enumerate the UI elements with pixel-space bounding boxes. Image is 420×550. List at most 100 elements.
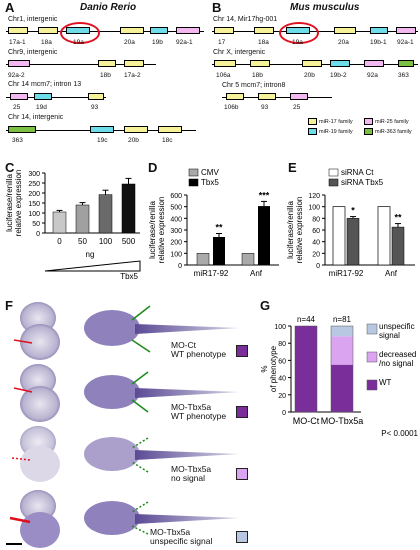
locus-label: Chr 14, intergenic xyxy=(8,114,64,121)
legend-swatch xyxy=(364,128,373,135)
embryo-heart-view xyxy=(20,446,60,482)
gene-label: 363 xyxy=(398,72,409,79)
gene-box-mir19 xyxy=(330,60,350,67)
bar-outline xyxy=(330,325,354,413)
legend-label: decreased xyxy=(379,350,416,359)
arrow-green-dashed xyxy=(131,501,149,513)
x-tick-label: Anf xyxy=(250,269,263,278)
embryo-heart-view xyxy=(20,324,60,360)
y-tick-label: 40 xyxy=(312,240,320,247)
gene-box-mir19 xyxy=(90,126,114,133)
gene-box-mir17 xyxy=(254,27,274,34)
embryo-row-4 xyxy=(6,490,240,548)
gene-label: 106a xyxy=(216,72,231,79)
significance-label: *** xyxy=(259,190,270,200)
x-tick-label: MO-Tbx5a xyxy=(321,416,364,426)
gene-box-mir25 xyxy=(364,60,384,67)
bar xyxy=(391,226,405,266)
embryo-dorsal-tail xyxy=(135,450,240,460)
x-tick-label: 0 xyxy=(57,237,62,246)
gene-label: 106b xyxy=(224,104,239,111)
f-row4-line2: unspecific signal xyxy=(150,536,213,546)
embryo-row-2 xyxy=(13,364,240,422)
gene-label: 25 xyxy=(293,104,301,111)
locus-label: Chr X, intergenic xyxy=(213,49,266,56)
panel-b-label: B xyxy=(212,0,222,15)
bar-outline xyxy=(294,325,318,413)
embryo-images xyxy=(6,302,240,548)
gene-box-mir363 xyxy=(398,60,414,67)
stacked-segment xyxy=(331,364,353,412)
gene-box-mir17 xyxy=(38,27,58,34)
f-row1-line2: WT phenotype xyxy=(171,349,227,359)
significance-label: * xyxy=(351,206,355,216)
y-tick-label: 0 xyxy=(178,263,182,270)
gene-label: 93 xyxy=(91,104,99,111)
bar xyxy=(241,253,255,266)
legend-swatch xyxy=(366,379,378,391)
x-tick-label: Anf xyxy=(385,269,398,278)
legend-label: WT xyxy=(379,378,392,387)
gene-box-mir17 xyxy=(250,60,270,67)
arrow-green xyxy=(131,339,151,353)
embryo-dorsal-tail xyxy=(135,388,240,398)
embryo-dorsal-head xyxy=(84,375,140,409)
gene-label: 93 xyxy=(261,104,269,111)
gene-label: 363 xyxy=(12,137,23,144)
gene-label: 19d xyxy=(36,104,47,111)
y-tick-label: 250 xyxy=(28,181,40,188)
gene-box-mir17 xyxy=(98,60,116,67)
legend-item: miR-363 family xyxy=(364,128,412,135)
gene-box-mir25 xyxy=(176,27,200,34)
x-tick-label: miR17-92 xyxy=(194,269,229,278)
x-unit-label: ng xyxy=(86,250,95,259)
legend-label: /no signal xyxy=(379,359,413,368)
panel-f-label: F xyxy=(5,298,13,313)
f-row4-line1: MO-Tbx5a xyxy=(150,527,191,537)
x-tick-label: 500 xyxy=(122,237,136,246)
y-tick-label: 200 xyxy=(170,240,182,247)
y-tick-label: 0 xyxy=(316,263,320,270)
gene-box-mir17 xyxy=(334,27,356,34)
gene-box-mir363 xyxy=(8,126,36,133)
y-axis-label: % xyxy=(260,365,269,372)
y-axis-label: relative expression xyxy=(295,197,304,264)
bar xyxy=(196,253,210,266)
legend-item: miR-25 family xyxy=(364,118,409,125)
f-row3-line1: MO-Tbx5a xyxy=(171,464,212,474)
arrow-red xyxy=(13,387,33,393)
gene-label: 20a xyxy=(338,39,349,46)
gene-label: 20a xyxy=(124,39,135,46)
gene-label: 92a-1 xyxy=(397,39,414,46)
chart-e: 0 20 40 60 80 100 120 luciferase/renilla relativ… xyxy=(286,168,415,278)
legend-swatch xyxy=(188,178,199,187)
y-tick-label: 100 xyxy=(308,205,320,212)
gene-label: 18a xyxy=(41,39,52,46)
chromosome-line xyxy=(222,97,332,98)
y-tick-label: 300 xyxy=(170,228,182,235)
y-axis-label: relative expression xyxy=(14,170,23,237)
gene-label: 19a xyxy=(73,39,84,46)
legend-swatch xyxy=(328,168,339,177)
bar xyxy=(258,206,270,265)
f-row4-color-square xyxy=(236,531,248,543)
arrow-green xyxy=(131,305,151,321)
gene-box-mir25 xyxy=(290,93,308,100)
gene-label: 17a-2 xyxy=(124,72,141,79)
bar xyxy=(213,237,225,265)
legend-label: CMV xyxy=(201,168,219,177)
y-tick-label: 20 xyxy=(278,393,286,400)
highlight-ellipse xyxy=(279,22,319,44)
gene-box-mir19 xyxy=(34,93,52,100)
arrow-red xyxy=(9,516,31,524)
y-tick-label: 20 xyxy=(312,251,320,258)
gene-box-mir17 xyxy=(8,27,28,34)
locus-label: Chr 5 mcm7; intron8 xyxy=(222,82,286,89)
y-tick-label: 0 xyxy=(36,231,40,238)
gene-box-mir17 xyxy=(120,27,144,34)
f-row1-color-square xyxy=(236,345,248,357)
y-axis-label: luciferase/renilla xyxy=(286,201,295,259)
f-row3-color-square xyxy=(236,468,248,480)
y-tick-label: 0 xyxy=(282,410,286,417)
y-tick-label: 40 xyxy=(278,376,286,383)
